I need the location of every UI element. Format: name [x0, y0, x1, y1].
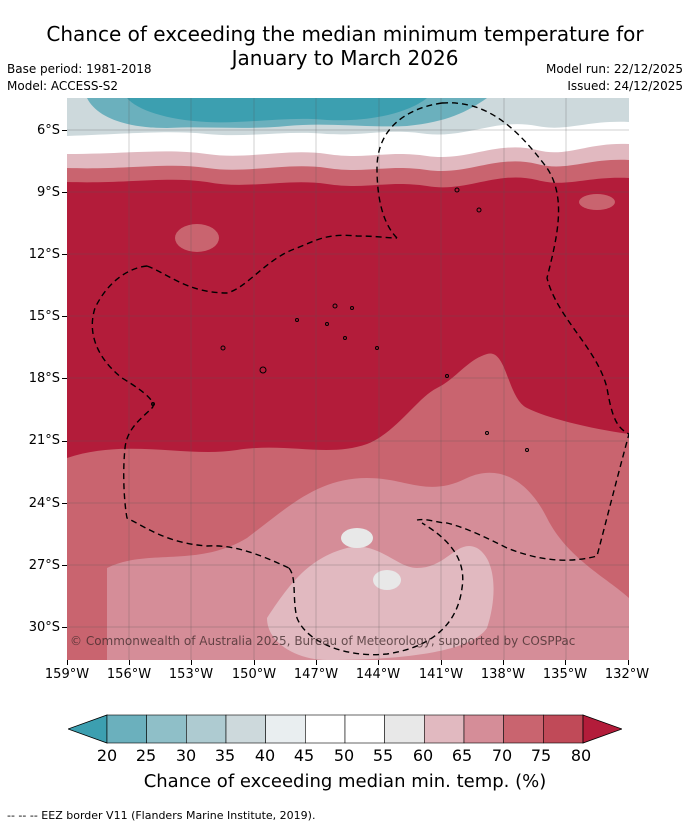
lat-label-18s: 18°S: [28, 371, 60, 386]
lat-tick: [62, 565, 67, 566]
lon-label-132w: 132°W: [604, 667, 650, 682]
model-run: Model run: 22/12/2025: [545, 62, 683, 76]
colorbar-segment: [106, 714, 147, 744]
lon-label-144w: 144°W: [355, 667, 401, 682]
lon-tick: [378, 660, 379, 665]
lon-tick: [191, 660, 192, 665]
lon-label-141w: 141°W: [418, 667, 464, 682]
lat-label-9s: 9°S: [36, 185, 60, 200]
eez-border-south: [288, 522, 464, 656]
colorbar-label: 55: [372, 746, 394, 765]
copyright-notice: © Commonwealth of Australia 2025, Bureau…: [70, 634, 576, 648]
colorbar-segment: [503, 714, 544, 744]
lon-tick: [565, 660, 566, 665]
lat-tick: [62, 130, 67, 131]
lat-tick: [62, 503, 67, 504]
blob-light-2: [373, 570, 401, 590]
issued-date: Issued: 24/12/2025: [567, 79, 683, 93]
colorbar-label: 40: [254, 746, 276, 765]
band-20: [127, 98, 427, 123]
lat-label-27s: 27°S: [28, 558, 60, 573]
lon-label-150w: 150°W: [231, 667, 277, 682]
lat-label-30s: 30°S: [28, 620, 60, 635]
lon-label-135w: 135°W: [542, 667, 588, 682]
lon-tick: [628, 660, 629, 665]
lat-label-15s: 15°S: [28, 309, 60, 324]
blob-mid-2: [579, 194, 615, 210]
colorbar-label: 35: [214, 746, 236, 765]
colorbar-segment: [265, 714, 306, 744]
colorbar-segment: [305, 714, 346, 744]
lat-tick: [62, 316, 67, 317]
lon-tick: [503, 660, 504, 665]
lon-tick: [129, 660, 130, 665]
lat-tick: [62, 192, 67, 193]
colorbar-segment: [344, 714, 385, 744]
lon-tick: [254, 660, 255, 665]
lon-label-156w: 156°W: [106, 667, 152, 682]
colorbar-segment: [186, 714, 227, 744]
eez-legend-footer: -- -- -- EEZ border V11 (Flanders Marine…: [7, 809, 316, 822]
colorbar-label: 65: [451, 746, 473, 765]
colorbar-extend-high: [582, 714, 622, 744]
colorbar-label: 20: [96, 746, 118, 765]
lat-tick: [62, 627, 67, 628]
lat-label-12s: 12°S: [28, 247, 60, 262]
lon-label-147w: 147°W: [293, 667, 339, 682]
colorbar-label: 25: [135, 746, 157, 765]
lon-label-153w: 153°W: [168, 667, 214, 682]
eez-border-west: [91, 265, 290, 569]
lat-label-6s: 6°S: [36, 123, 60, 138]
colorbar-label: 70: [491, 746, 513, 765]
lat-tick: [62, 254, 67, 255]
band-65-south: [267, 545, 494, 660]
colorbar-label: 30: [175, 746, 197, 765]
lon-label-138w: 138°W: [480, 667, 526, 682]
eez-border-inner: [146, 234, 398, 294]
colorbar-label: 75: [530, 746, 552, 765]
lon-tick: [441, 660, 442, 665]
blob-light-1: [341, 528, 373, 548]
colorbar-segment: [463, 714, 504, 744]
colorbar-label: 60: [412, 746, 434, 765]
colorbar-segment: [146, 714, 187, 744]
lat-tick: [62, 441, 67, 442]
colorbar-label: 50: [333, 746, 355, 765]
colorbar-title: Chance of exceeding median min. temp. (%…: [143, 771, 547, 792]
model-name: Model: ACCESS-S2: [7, 79, 119, 93]
lat-label-24s: 24°S: [28, 496, 60, 511]
colorbar-segment: [384, 714, 425, 744]
eez-borders: [91, 102, 629, 656]
lat-label-21s: 21°S: [28, 433, 60, 448]
lon-tick: [316, 660, 317, 665]
colorbar-label: 80: [570, 746, 592, 765]
probability-map: [67, 98, 629, 660]
lat-tick: [62, 378, 67, 379]
colorbar-segment: [424, 714, 465, 744]
title-line-2: January to March 2026: [231, 46, 459, 70]
colorbar: [68, 714, 622, 744]
colorbar-segment: [543, 714, 584, 744]
lon-tick: [67, 660, 68, 665]
eez-border-northeast: [376, 102, 629, 561]
blob-mid-1: [175, 224, 219, 252]
base-period: Base period: 1981-2018: [7, 62, 152, 76]
islands: [151, 187, 529, 452]
lon-label-159w: 159°W: [44, 667, 90, 682]
title-line-1: Chance of exceeding the median minimum t…: [46, 22, 644, 46]
colorbar-segment: [225, 714, 266, 744]
colorbar-label: 45: [293, 746, 315, 765]
map-title: Chance of exceeding the median minimum t…: [0, 22, 690, 70]
grid-lines: [67, 98, 629, 660]
colorbar-extend-low: [68, 714, 108, 744]
